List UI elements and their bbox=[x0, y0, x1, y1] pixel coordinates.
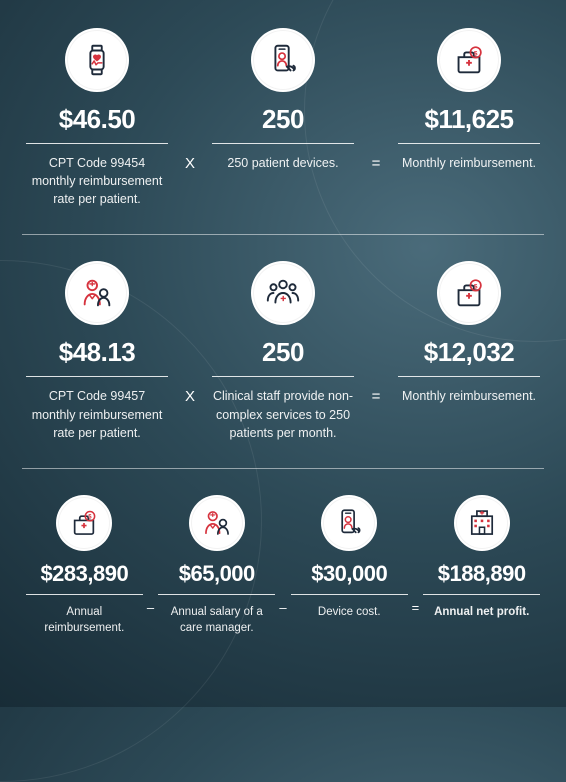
nurse-patient-icon bbox=[65, 261, 129, 325]
phone-nurse-tap-icon bbox=[321, 495, 377, 551]
briefcase-money-cross-icon bbox=[56, 495, 112, 551]
row2-a-caption: CPT Code 99457 monthly reimbursement rat… bbox=[26, 387, 168, 441]
row2-b-value: 250 bbox=[262, 337, 304, 368]
briefcase-money-cross-icon bbox=[437, 28, 501, 92]
phone-nurse-tap-icon bbox=[251, 28, 315, 92]
row3-term-a: $283,890 Annual reimbursement. bbox=[26, 495, 143, 637]
row3-result: $188,890 Annual net profit. bbox=[423, 495, 540, 621]
row3-a-value: $283,890 bbox=[40, 561, 128, 587]
row2-a-value: $48.13 bbox=[59, 337, 136, 368]
row3-b-caption: Annual salary of a care manager. bbox=[158, 604, 275, 637]
row3-c-value: $30,000 bbox=[311, 561, 387, 587]
row1-c-caption: Monthly reimbursement. bbox=[402, 154, 536, 172]
row3-d-caption: Annual net profit. bbox=[434, 604, 529, 621]
row1-b-value: 250 bbox=[262, 104, 304, 135]
row2-c-caption: Monthly reimbursement. bbox=[402, 387, 536, 405]
row3-b-value: $65,000 bbox=[179, 561, 255, 587]
row1-b-caption: 250 patient devices. bbox=[227, 154, 338, 172]
operator-times: X bbox=[182, 388, 198, 405]
row3-d-value: $188,890 bbox=[438, 561, 526, 587]
operator-times: X bbox=[182, 155, 198, 172]
smartwatch-heart-icon bbox=[65, 28, 129, 92]
row1-a-caption: CPT Code 99454 monthly reimbursement rat… bbox=[26, 154, 168, 208]
nurse-patient-icon bbox=[189, 495, 245, 551]
row2-result: $12,032 Monthly reimbursement. bbox=[398, 261, 540, 405]
row3-term-c: $30,000 Device cost. bbox=[291, 495, 408, 621]
operator-equals: = bbox=[368, 155, 384, 172]
row1-a-value: $46.50 bbox=[59, 104, 136, 135]
briefcase-money-cross-icon bbox=[437, 261, 501, 325]
row1-result: $11,625 Monthly reimbursement. bbox=[398, 28, 540, 172]
equation-row-3: $283,890 Annual reimbursement. – $65,000… bbox=[26, 469, 540, 637]
row1-c-value: $11,625 bbox=[424, 104, 513, 135]
people-group-cross-icon bbox=[251, 261, 315, 325]
row2-term-a: $48.13 CPT Code 99457 monthly reimbursem… bbox=[26, 261, 168, 441]
row1-term-a: $46.50 CPT Code 99454 monthly reimbursem… bbox=[26, 28, 168, 208]
equation-row-1: $46.50 CPT Code 99454 monthly reimbursem… bbox=[26, 28, 540, 234]
operator-minus: – bbox=[275, 600, 291, 615]
row2-term-b: 250 Clinical staff provide non-complex s… bbox=[212, 261, 354, 441]
operator-equals: = bbox=[408, 600, 424, 615]
operator-equals: = bbox=[368, 388, 384, 405]
equation-row-2: $48.13 CPT Code 99457 monthly reimbursem… bbox=[26, 235, 540, 467]
row1-term-b: 250 250 patient devices. bbox=[212, 28, 354, 172]
row3-term-b: $65,000 Annual salary of a care manager. bbox=[158, 495, 275, 637]
row3-a-caption: Annual reimbursement. bbox=[26, 604, 143, 637]
hospital-building-icon bbox=[454, 495, 510, 551]
operator-minus: – bbox=[143, 600, 159, 615]
row2-c-value: $12,032 bbox=[424, 337, 514, 368]
row2-b-caption: Clinical staff provide non-complex servi… bbox=[212, 387, 354, 441]
row3-c-caption: Device cost. bbox=[318, 604, 381, 621]
